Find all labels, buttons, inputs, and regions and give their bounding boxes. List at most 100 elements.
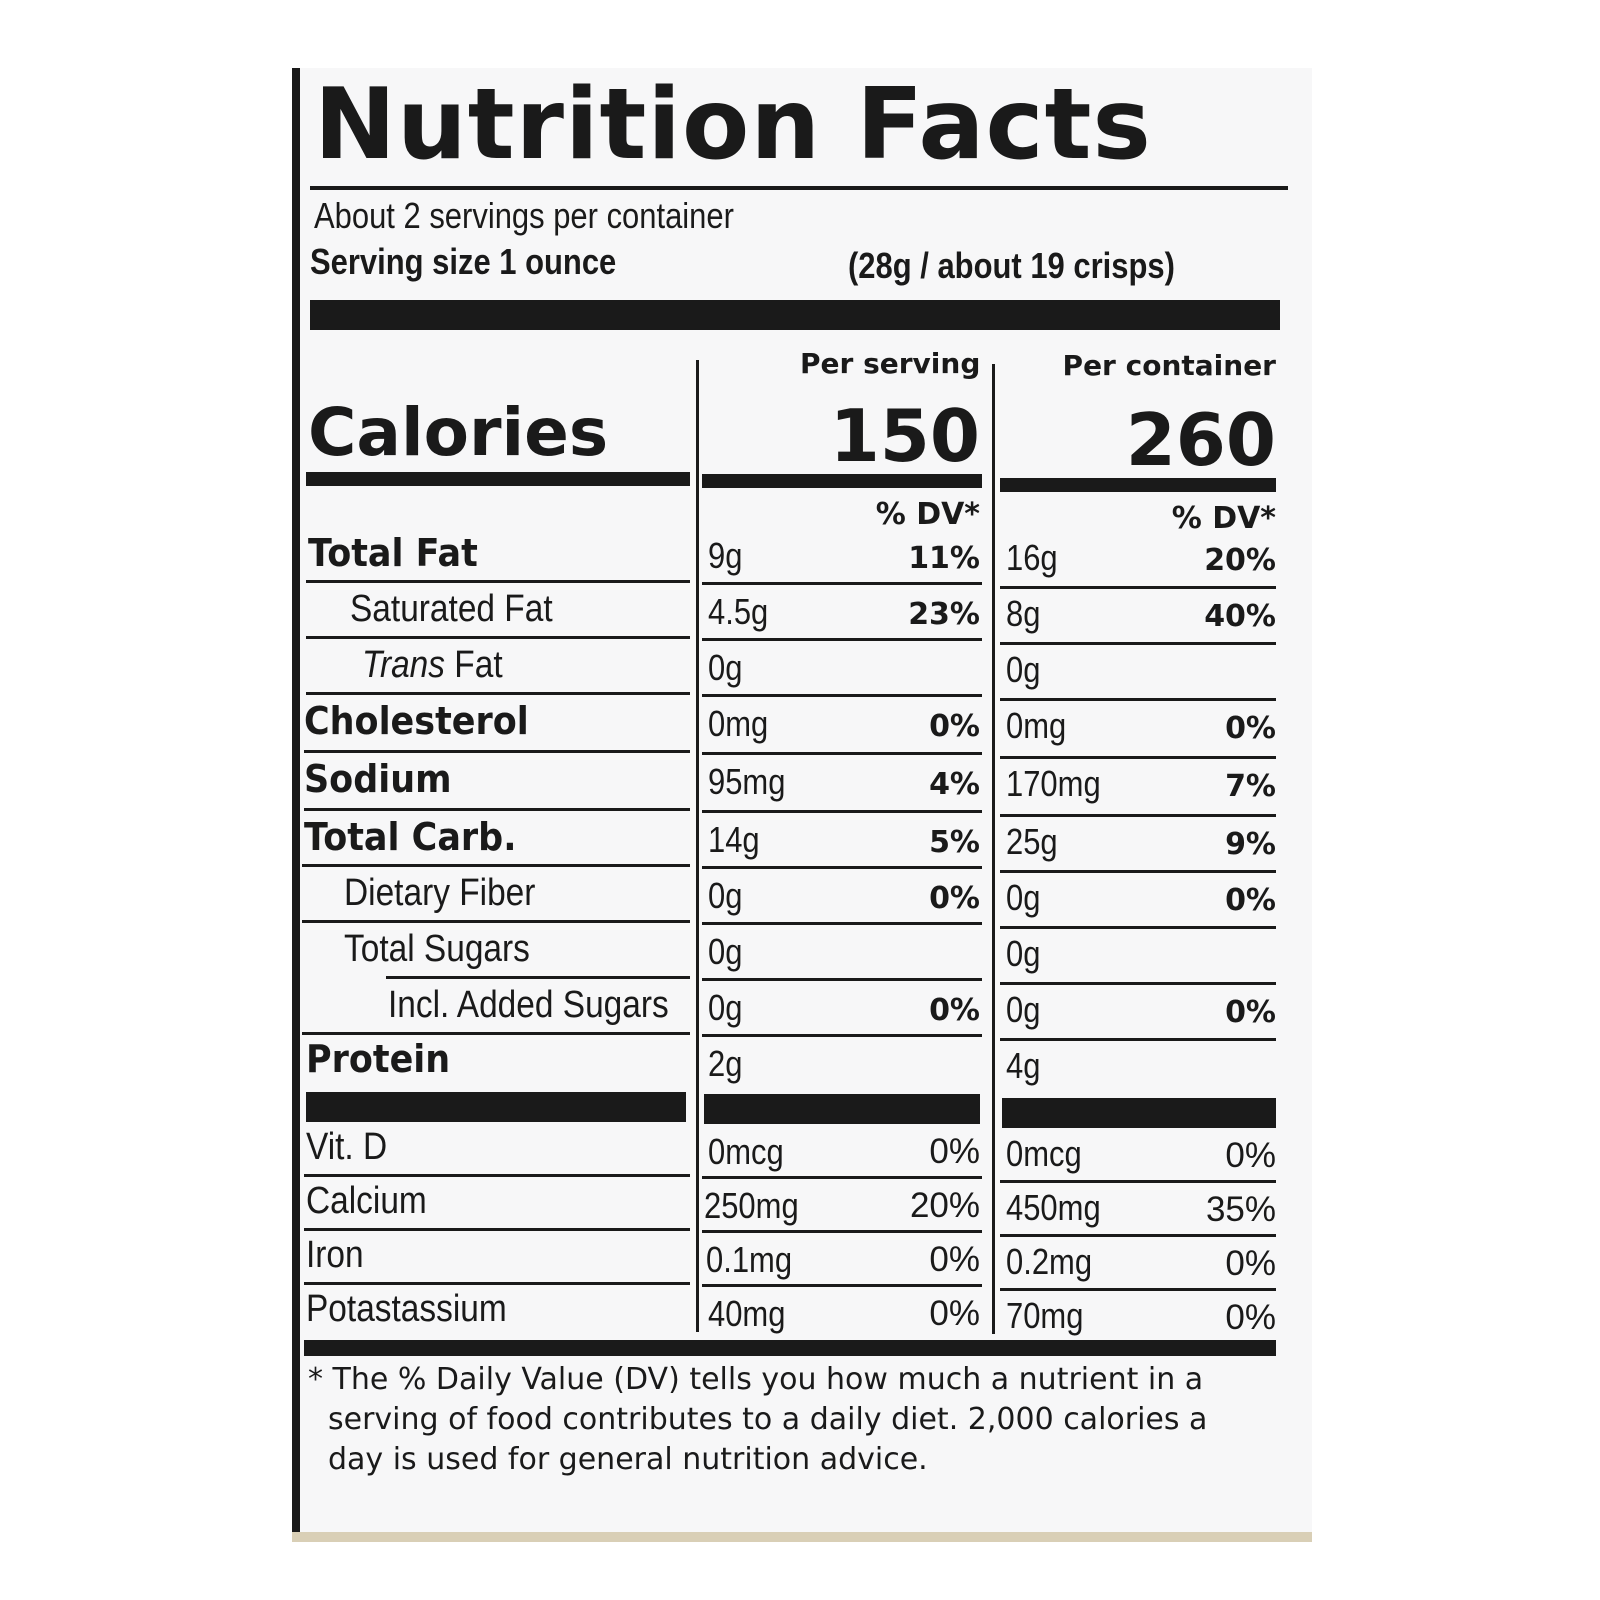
row-rule [702, 1034, 982, 1037]
row-rule [306, 580, 690, 583]
serving-amount: 95mg [708, 761, 786, 802]
row-rule [1000, 1234, 1276, 1237]
footnote: * The % Daily Value (DV) tells you how m… [308, 1360, 1208, 1480]
serving-amount: 9g [708, 535, 743, 576]
container-amount: 0.2mg [1006, 1241, 1093, 1282]
container-dv: 35% [1205, 1190, 1276, 1229]
row-rule [702, 1176, 982, 1179]
package-edge [292, 1532, 1312, 1542]
serving-amount: 0.1mg [706, 1239, 793, 1280]
row-rule [302, 864, 690, 867]
thick-bar-top [310, 300, 1280, 330]
container-dv: 9% [1225, 827, 1276, 862]
nutrient-label: Total Fat [308, 531, 478, 575]
vitamin-label: Vit. D [306, 1126, 388, 1168]
container-dv: 0% [1225, 1136, 1276, 1175]
row-rule [304, 1282, 690, 1285]
footnote-line-1: * The % Daily Value (DV) tells you how m… [308, 1362, 1204, 1397]
row-rule [702, 922, 982, 925]
row-rule [386, 976, 690, 979]
dv-header-container: % DV* [1171, 501, 1276, 536]
calories-label: Calories [308, 394, 609, 471]
row-rule [304, 808, 690, 811]
row-rule [1000, 586, 1276, 589]
vitamin-label: Calcium [306, 1180, 427, 1222]
servings-per-container: About 2 servings per container [314, 195, 734, 236]
footnote-line-3: day is used for general nutrition advice… [328, 1442, 928, 1477]
serving-size-detail: (28g / about 19 crisps) [848, 245, 1175, 286]
nutrient-label: Sodium [304, 757, 452, 801]
serving-dv: 0% [929, 881, 980, 916]
row-rule [302, 920, 690, 923]
serving-dv: 0% [929, 709, 980, 744]
footnote-line-2: serving of food contributes to a daily d… [328, 1402, 1208, 1437]
vitamin-label: Potastassium [306, 1288, 507, 1330]
container-dv: 20% [1204, 543, 1276, 578]
row-rule [702, 582, 982, 585]
container-amount: 4g [1006, 1045, 1041, 1086]
container-dv: 0% [1225, 711, 1276, 746]
row-rule [306, 692, 690, 695]
thick-bar-bottom [304, 1340, 1276, 1356]
vitamin-label: Iron [306, 1234, 364, 1276]
thick-bar-vitamins-container [1002, 1098, 1276, 1128]
row-rule [702, 694, 982, 697]
container-dv: 40% [1204, 599, 1276, 634]
row-rule [1000, 1038, 1276, 1041]
container-amount: 70mg [1006, 1295, 1084, 1336]
column-divider-right [992, 364, 995, 1334]
serving-dv: 0% [929, 1132, 980, 1171]
serving-dv: 0% [929, 1294, 980, 1333]
serving-dv: 4% [929, 767, 980, 802]
serving-dv: 0% [929, 993, 980, 1028]
row-rule [302, 1032, 690, 1035]
row-rule [1000, 698, 1276, 701]
trans-italic: Trans [362, 644, 446, 686]
container-dv: 7% [1225, 769, 1276, 804]
row-rule [304, 1174, 690, 1177]
container-dv: 0% [1225, 995, 1276, 1030]
container-amount: 450mg [1006, 1187, 1101, 1228]
row-rule [1000, 756, 1276, 759]
container-amount: 170mg [1006, 763, 1101, 804]
nutrient-label: Saturated Fat [350, 588, 553, 630]
container-amount: 0mcg [1006, 1133, 1082, 1174]
container-amount: 0g [1006, 989, 1041, 1030]
serving-amount: 0mg [708, 703, 769, 744]
nutrient-label: Total Sugars [344, 928, 530, 970]
calories-per-container: 260 [1125, 398, 1276, 482]
serving-amount: 0g [708, 875, 743, 916]
calories-bar-container [1000, 478, 1276, 492]
nutrient-label: Dietary Fiber [344, 872, 536, 914]
row-rule [702, 866, 982, 869]
row-rule [1000, 1180, 1276, 1183]
container-amount: 0g [1006, 877, 1041, 918]
container-amount: 16g [1006, 537, 1058, 578]
container-dv: 0% [1225, 1244, 1276, 1283]
row-rule [1000, 926, 1276, 929]
dv-header-serving: % DV* [875, 497, 980, 532]
serving-amount: 14g [708, 819, 760, 860]
row-rule [702, 1284, 982, 1287]
serving-amount: 40mg [708, 1293, 786, 1334]
container-amount: 0g [1006, 933, 1041, 974]
serving-dv: 0% [929, 1240, 980, 1279]
row-rule [1000, 814, 1276, 817]
thick-bar-vitamins-serving [704, 1094, 980, 1124]
serving-amount: 0g [708, 931, 743, 972]
row-rule [306, 636, 690, 639]
container-amount: 25g [1006, 821, 1058, 862]
row-rule [1000, 642, 1276, 645]
calories-bar-label [306, 472, 690, 486]
per-container-header: Per container [1062, 349, 1276, 382]
serving-dv: 20% [909, 1186, 980, 1225]
container-dv: 0% [1225, 1298, 1276, 1337]
row-rule [1000, 870, 1276, 873]
serving-size-label: Serving size 1 ounce [310, 241, 617, 282]
calories-bar-serving [702, 474, 982, 488]
row-rule [1000, 1288, 1276, 1291]
row-rule [702, 810, 982, 813]
container-dv: 0% [1225, 883, 1276, 918]
serving-amount: 0g [708, 987, 743, 1028]
row-rule [304, 750, 690, 753]
